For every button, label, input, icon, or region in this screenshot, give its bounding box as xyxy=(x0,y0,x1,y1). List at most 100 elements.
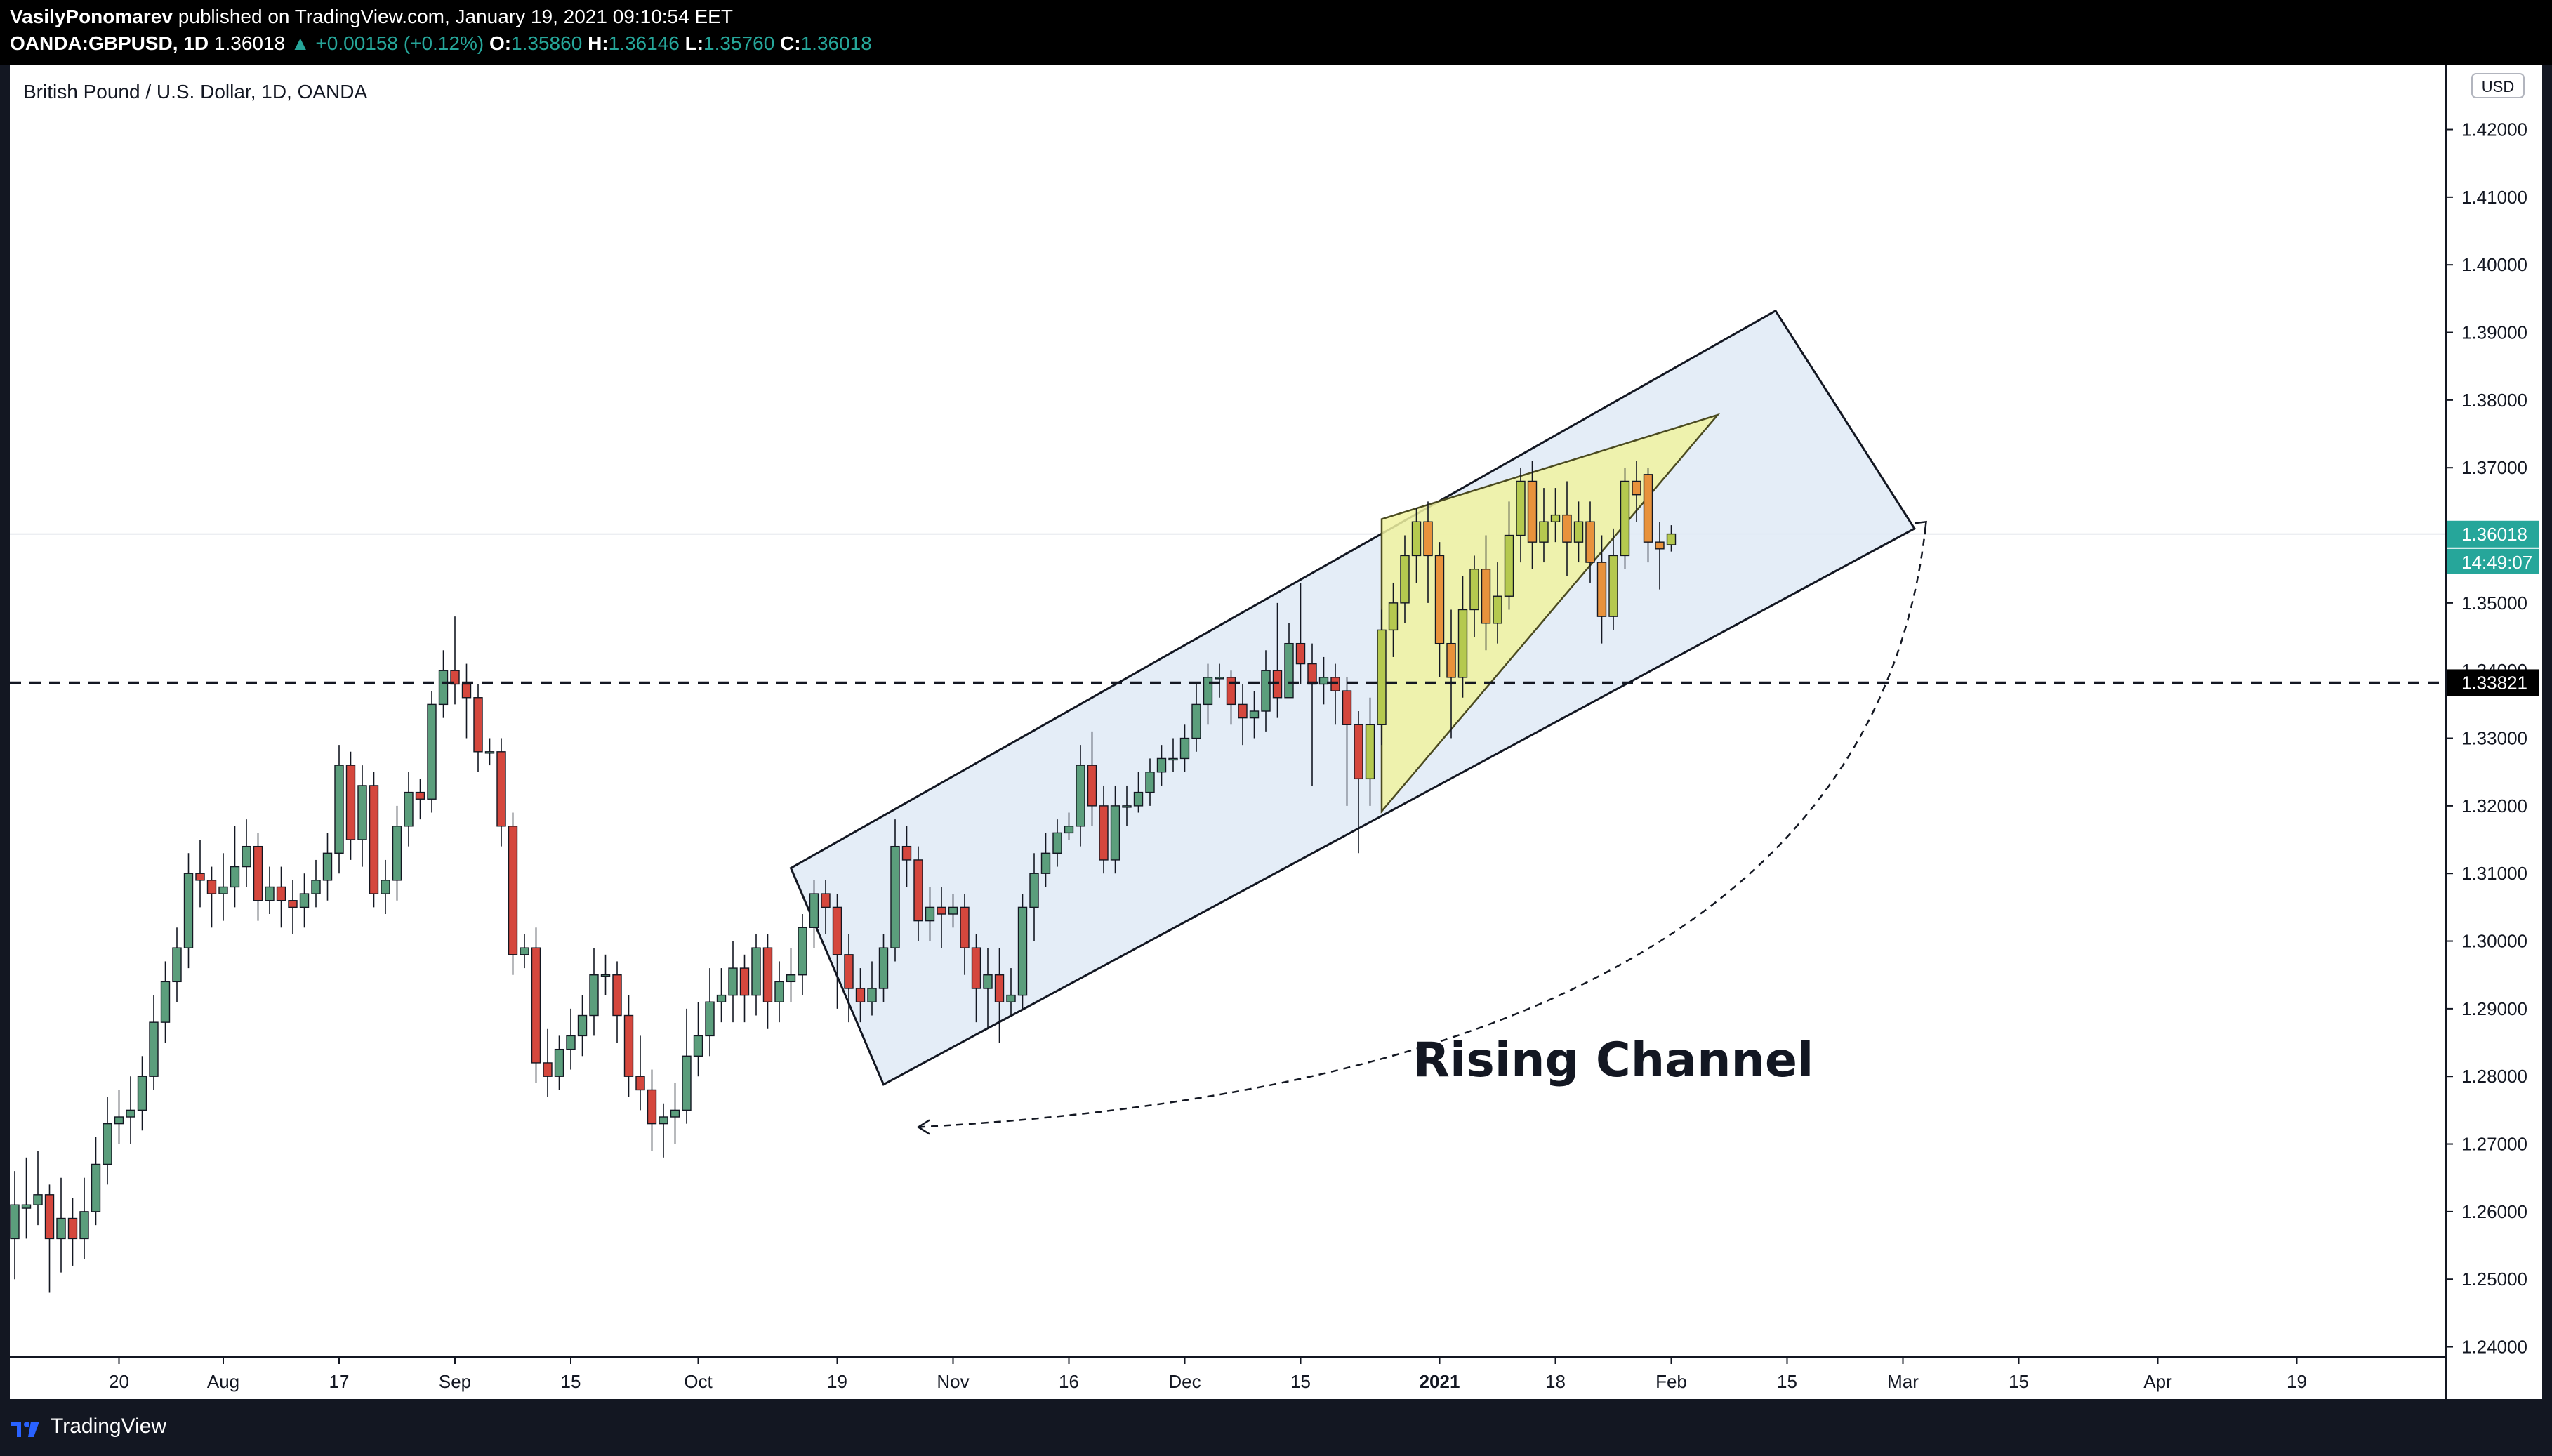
publisher-line: VasilyPonomarev published on TradingView… xyxy=(10,6,733,28)
candle-body xyxy=(1040,852,1051,874)
candle-body xyxy=(1191,703,1201,739)
candle xyxy=(415,779,425,820)
candle-body xyxy=(1481,568,1491,624)
candle-body xyxy=(10,1204,20,1240)
candle-body xyxy=(925,906,935,922)
candle xyxy=(1238,684,1248,746)
candle xyxy=(1052,819,1062,867)
candle-body xyxy=(450,670,460,685)
author-name[interactable]: VasilyPonomarev xyxy=(10,6,173,27)
candle xyxy=(357,765,367,867)
candle-body xyxy=(79,1211,89,1240)
candle xyxy=(1388,582,1399,657)
support-level-badge xyxy=(2447,669,2539,696)
last-price-badge xyxy=(2447,520,2539,548)
candle xyxy=(1632,461,1641,522)
candle xyxy=(496,738,506,847)
candle-body xyxy=(1596,562,1607,617)
y-tick-label: 1.37000 xyxy=(2461,457,2527,478)
candle xyxy=(612,961,622,1043)
candle xyxy=(1099,785,1109,874)
candle-body xyxy=(1318,677,1329,685)
candle xyxy=(589,948,599,1036)
candle-body xyxy=(774,981,784,1002)
candle-body xyxy=(1388,602,1399,631)
candle-body xyxy=(1504,534,1514,597)
rising-channel-annotation: Rising Channel xyxy=(1413,1033,1814,1088)
y-tick-label: 1.26000 xyxy=(2461,1201,2527,1222)
candle-body xyxy=(265,886,275,901)
candle-body xyxy=(670,1109,680,1118)
candle-body xyxy=(612,974,622,1017)
projection-arc-arrow xyxy=(918,522,1927,1128)
high-label: H: xyxy=(588,32,609,54)
candle xyxy=(206,866,217,928)
candle-body xyxy=(531,947,541,1064)
candle xyxy=(705,968,715,1057)
currency-label: USD xyxy=(2482,78,2514,95)
y-tick-label: 1.35000 xyxy=(2461,593,2527,614)
candle-body xyxy=(1400,555,1410,604)
candle-body xyxy=(381,880,390,894)
candle xyxy=(1191,684,1201,752)
candle-body xyxy=(913,859,923,922)
candle xyxy=(1307,643,1317,786)
candle xyxy=(543,1028,553,1097)
candle-body xyxy=(855,988,866,1002)
candle xyxy=(739,954,750,1023)
candle xyxy=(1133,772,1144,813)
candle xyxy=(682,1008,692,1124)
candle xyxy=(230,826,240,908)
candle xyxy=(635,1035,645,1111)
candle xyxy=(1040,833,1051,887)
change-arrow-icon: ▲ xyxy=(290,32,310,54)
candle xyxy=(890,819,900,962)
candle xyxy=(960,894,970,975)
candle xyxy=(762,934,773,1029)
published-info: published on TradingView.com, January 19… xyxy=(178,6,733,27)
candle-body xyxy=(1006,994,1016,1002)
candle xyxy=(473,684,483,772)
candle xyxy=(242,819,251,887)
candle xyxy=(381,859,390,915)
footer-brand[interactable]: TradingView xyxy=(51,1415,167,1438)
candle xyxy=(484,738,495,766)
candle xyxy=(670,1083,680,1144)
candle xyxy=(1493,562,1502,644)
candle xyxy=(1122,785,1132,826)
y-tick-label: 1.24000 xyxy=(2461,1337,2527,1358)
candle xyxy=(520,934,529,969)
candle xyxy=(1226,670,1236,725)
candle xyxy=(126,1076,135,1144)
candle xyxy=(1423,501,1433,603)
candle-body xyxy=(1087,765,1097,807)
candle-body xyxy=(994,974,1005,1002)
tradingview-logo-icon[interactable] xyxy=(10,1417,45,1438)
candle-body xyxy=(1295,642,1306,665)
candle-body xyxy=(172,947,182,983)
candle-body xyxy=(566,1035,576,1050)
price-chart[interactable]: Rising Channel British Pound / U.S. Doll… xyxy=(10,65,2542,1399)
x-tick-label: Oct xyxy=(684,1371,713,1392)
candle-body xyxy=(91,1163,101,1212)
time-axis[interactable]: 20 Aug 17 Sep 15 Oct 19 Nov 16 Dec 15 2021 18 Feb 15 Ma… xyxy=(109,1357,2307,1392)
footer-bar: TradingView xyxy=(0,1399,2552,1456)
candle xyxy=(1145,758,1155,806)
candle-body xyxy=(659,1116,668,1125)
candle xyxy=(345,751,356,860)
candle-body xyxy=(1655,541,1665,550)
candle xyxy=(1087,731,1097,826)
candle xyxy=(1354,711,1363,854)
candle-body xyxy=(1330,677,1340,691)
candle xyxy=(21,1157,32,1239)
candle xyxy=(937,887,946,948)
x-tick-label: 15 xyxy=(1777,1371,1797,1392)
candle xyxy=(299,873,310,928)
x-tick-label: 15 xyxy=(2009,1371,2029,1392)
candle xyxy=(450,616,460,705)
candle-body xyxy=(473,697,483,753)
candle-body xyxy=(809,893,819,928)
candle xyxy=(1550,488,1561,543)
candle xyxy=(647,1069,657,1151)
candle-body xyxy=(404,791,414,827)
